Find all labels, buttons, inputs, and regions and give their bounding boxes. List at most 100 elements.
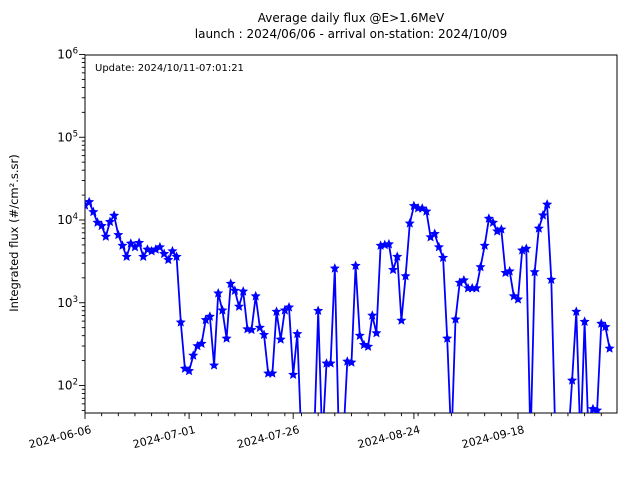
y-tick-labels: 106 105 104 103 102 bbox=[57, 47, 78, 393]
x-tick-label: 2024-07-01 bbox=[132, 423, 197, 451]
data-point-marker bbox=[367, 310, 378, 320]
data-point-marker bbox=[604, 343, 615, 353]
data-point-marker bbox=[479, 240, 490, 250]
data-point-marker bbox=[283, 302, 295, 312]
data-point-marker bbox=[104, 216, 116, 227]
data-point-marker bbox=[146, 245, 157, 256]
data-point-marker bbox=[192, 340, 203, 351]
data-point-marker bbox=[458, 274, 469, 285]
data-point-marker bbox=[154, 241, 165, 252]
data-point-marker bbox=[567, 375, 578, 385]
data-point-marker bbox=[258, 329, 270, 340]
data-point-marker bbox=[529, 266, 540, 277]
x-tick-label: 2024-06-06 bbox=[27, 423, 92, 451]
data-point-marker bbox=[400, 270, 411, 281]
data-point-marker bbox=[546, 274, 557, 284]
x-tick-label: 2024-08-24 bbox=[356, 423, 421, 451]
data-point-marker bbox=[396, 315, 407, 325]
data-point-marker bbox=[388, 264, 399, 275]
data-point-marker bbox=[354, 330, 365, 340]
data-point-marker bbox=[238, 286, 249, 296]
data-point-marker bbox=[196, 338, 207, 348]
data-point-marker bbox=[204, 311, 215, 321]
data-point-marker bbox=[188, 350, 199, 360]
data-point-marker bbox=[167, 245, 178, 256]
data-point-marker bbox=[209, 360, 220, 370]
data-point-marker bbox=[429, 228, 440, 239]
data-point-marker bbox=[113, 229, 124, 240]
data-point-marker bbox=[383, 238, 394, 249]
data-point-marker bbox=[579, 316, 590, 326]
data-point-marker bbox=[250, 290, 261, 301]
data-point-marker bbox=[225, 278, 236, 288]
data-point-marker bbox=[521, 243, 532, 253]
data-point-marker bbox=[246, 324, 257, 335]
x-tick-label: 2024-07-26 bbox=[236, 423, 301, 451]
data-point-marker bbox=[163, 254, 174, 265]
data-point-marker bbox=[454, 277, 465, 287]
data-point-marker bbox=[425, 231, 436, 242]
update-annotation: Update: 2024/10/11-07:01:21 bbox=[95, 63, 244, 74]
data-point-marker bbox=[500, 267, 511, 278]
data-point-marker bbox=[363, 341, 374, 351]
data-point-marker bbox=[329, 263, 340, 273]
data-point-marker bbox=[96, 220, 107, 231]
data-point-marker bbox=[350, 260, 361, 271]
data-point-marker bbox=[121, 251, 132, 261]
y-tick-label: 105 bbox=[57, 129, 78, 144]
data-point-marker bbox=[117, 240, 128, 250]
data-point-marker bbox=[184, 365, 195, 376]
data-point-marker bbox=[217, 305, 228, 315]
flux-line bbox=[85, 201, 611, 413]
data-point-marker bbox=[504, 265, 515, 276]
data-point-marker bbox=[421, 206, 432, 216]
data-point-marker bbox=[512, 294, 524, 304]
data-point-marker bbox=[533, 223, 544, 233]
data-point-marker bbox=[542, 199, 553, 209]
data-point-marker bbox=[88, 206, 99, 217]
chart-title-block: Average daily flux @E>1.6MeV launch : 20… bbox=[85, 10, 617, 42]
data-point-marker bbox=[138, 251, 149, 261]
data-point-marker bbox=[129, 241, 140, 252]
y-axis-label: Integrated flux (#/cm².s.sr) bbox=[7, 154, 21, 312]
y-axis bbox=[79, 54, 85, 411]
data-point-marker bbox=[134, 237, 145, 248]
data-point-marker bbox=[271, 306, 282, 316]
data-point-marker bbox=[517, 245, 528, 255]
data-point-marker bbox=[213, 288, 224, 298]
y-tick-label: 104 bbox=[57, 212, 78, 227]
data-point-marker bbox=[404, 218, 415, 228]
data-point-marker bbox=[438, 252, 449, 263]
data-point-marker bbox=[100, 231, 111, 241]
data-point-marker bbox=[592, 405, 603, 413]
data-point-marker bbox=[346, 357, 357, 367]
data-point-marker bbox=[600, 321, 611, 332]
x-tick-labels: 2024-06-06 2024-07-01 2024-07-26 2024-08-24… bbox=[27, 423, 525, 451]
chart-title: Average daily flux @E>1.6MeV bbox=[257, 11, 445, 25]
data-point-marker bbox=[313, 305, 324, 316]
data-point-marker bbox=[537, 209, 549, 220]
data-point-marker bbox=[234, 301, 245, 311]
data-point-marker bbox=[471, 282, 482, 293]
data-point-marker bbox=[475, 261, 486, 272]
data-point-marker bbox=[371, 327, 382, 338]
data-point-marker bbox=[292, 328, 303, 339]
data-point-marker bbox=[325, 358, 336, 368]
data-point-marker bbox=[221, 333, 232, 343]
data-point-marker bbox=[200, 314, 211, 325]
data-point-marker bbox=[571, 306, 582, 316]
data-point-marker bbox=[392, 251, 403, 261]
data-point-marker bbox=[85, 196, 95, 207]
data-point-marker bbox=[229, 285, 240, 295]
data-point-marker bbox=[483, 213, 494, 223]
data-point-marker bbox=[150, 244, 161, 254]
plot-area bbox=[85, 196, 615, 413]
data-point-marker bbox=[492, 226, 503, 236]
data-point-marker bbox=[175, 317, 186, 327]
y-tick-label: 106 bbox=[57, 47, 78, 62]
x-tick-label: 2024-09-18 bbox=[460, 423, 525, 451]
data-point-marker bbox=[487, 217, 499, 227]
data-point-marker bbox=[496, 224, 507, 234]
